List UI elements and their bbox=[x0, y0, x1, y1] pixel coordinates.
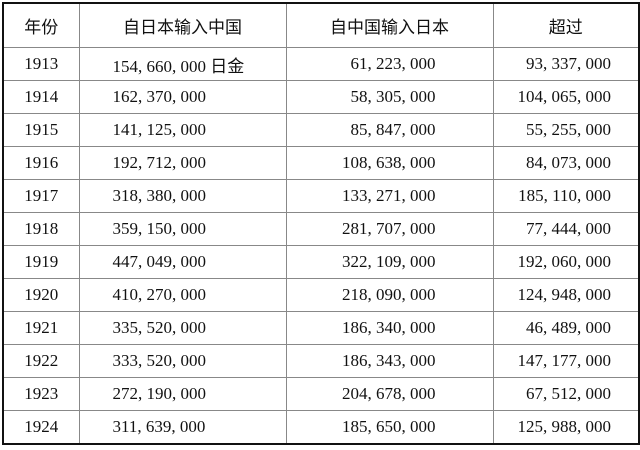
excess-cell: 84, 073, 000 bbox=[492, 146, 640, 180]
year-cell: 1915 bbox=[2, 113, 80, 147]
china-to-japan-cell: 85, 847, 000 bbox=[285, 113, 494, 147]
excess-cell: 192, 060, 000 bbox=[492, 245, 640, 279]
excess-cell: 125, 988, 000 bbox=[492, 410, 640, 445]
china-to-japan-cell: 218, 090, 000 bbox=[285, 278, 494, 312]
japan-to-china-cell: 192, 712, 000 bbox=[78, 146, 287, 180]
japan-to-china-cell: 272, 190, 000 bbox=[78, 377, 287, 411]
japan-to-china-cell: 359, 150, 000 bbox=[78, 212, 287, 246]
china-to-japan-cell: 185, 650, 000 bbox=[285, 410, 494, 445]
excess-cell: 77, 444, 000 bbox=[492, 212, 640, 246]
table-row: 1915 141, 125, 000 85, 847, 000 55, 255, 00… bbox=[2, 113, 640, 147]
japan-to-china-cell: 410, 270, 000 bbox=[78, 278, 287, 312]
china-to-japan-cell: 61, 223, 000 bbox=[285, 47, 494, 81]
excess-cell: 67, 512, 000 bbox=[492, 377, 640, 411]
china-to-japan-cell: 204, 678, 000 bbox=[285, 377, 494, 411]
header-row: 年份 自日本输入中国 自中国输入日本 超过 bbox=[2, 2, 640, 48]
china-to-japan-cell: 322, 109, 000 bbox=[285, 245, 494, 279]
year-cell: 1923 bbox=[2, 377, 80, 411]
table-row: 1923 272, 190, 000 204, 678, 000 67, 512, 0… bbox=[2, 377, 640, 411]
table-row: 1917 318, 380, 000 133, 271, 000 185, 110, … bbox=[2, 179, 640, 213]
header-year: 年份 bbox=[2, 2, 80, 48]
year-cell: 1921 bbox=[2, 311, 80, 345]
table-row: 1919 447, 049, 000 322, 109, 000 192, 060, … bbox=[2, 245, 640, 279]
table-row: 1920 410, 270, 000 218, 090, 000 124, 948, … bbox=[2, 278, 640, 312]
japan-to-china-cell: 311, 639, 000 bbox=[78, 410, 287, 445]
excess-cell: 55, 255, 000 bbox=[492, 113, 640, 147]
table-row: 1922 333, 520, 000 186, 343, 000 147, 177, … bbox=[2, 344, 640, 378]
year-cell: 1913 bbox=[2, 47, 80, 81]
japan-to-china-cell: 154, 660, 000 日金 bbox=[78, 47, 287, 81]
japan-to-china-cell: 447, 049, 000 bbox=[78, 245, 287, 279]
excess-cell: 147, 177, 000 bbox=[492, 344, 640, 378]
year-cell: 1920 bbox=[2, 278, 80, 312]
china-to-japan-cell: 133, 271, 000 bbox=[285, 179, 494, 213]
china-to-japan-cell: 186, 343, 000 bbox=[285, 344, 494, 378]
excess-cell: 104, 065, 000 bbox=[492, 80, 640, 114]
year-cell: 1918 bbox=[2, 212, 80, 246]
japan-to-china-cell: 318, 380, 000 bbox=[78, 179, 287, 213]
japan-to-china-cell: 333, 520, 000 bbox=[78, 344, 287, 378]
header-excess: 超过 bbox=[492, 2, 640, 48]
china-to-japan-cell: 58, 305, 000 bbox=[285, 80, 494, 114]
year-cell: 1919 bbox=[2, 245, 80, 279]
excess-cell: 185, 110, 000 bbox=[492, 179, 640, 213]
japan-to-china-cell: 335, 520, 000 bbox=[78, 311, 287, 345]
year-cell: 1924 bbox=[2, 410, 80, 445]
table-row: 1916 192, 712, 000 108, 638, 000 84, 073, 0… bbox=[2, 146, 640, 180]
year-cell: 1914 bbox=[2, 80, 80, 114]
excess-cell: 46, 489, 000 bbox=[492, 311, 640, 345]
japan-to-china-cell: 141, 125, 000 bbox=[78, 113, 287, 147]
table-row: 1921 335, 520, 000 186, 340, 000 46, 489, 0… bbox=[2, 311, 640, 345]
excess-cell: 93, 337, 000 bbox=[492, 47, 640, 81]
table-row: 1918 359, 150, 000 281, 707, 000 77, 444, 0… bbox=[2, 212, 640, 246]
year-cell: 1922 bbox=[2, 344, 80, 378]
year-cell: 1917 bbox=[2, 179, 80, 213]
japan-to-china-cell: 162, 370, 000 bbox=[78, 80, 287, 114]
table-row: 1914 162, 370, 000 58, 305, 000 104, 065, 0… bbox=[2, 80, 640, 114]
china-to-japan-cell: 281, 707, 000 bbox=[285, 212, 494, 246]
table-row: 1913 154, 660, 000 日金 61, 223, 000 93, 337,… bbox=[2, 47, 640, 81]
table-row: 1924 311, 639, 000 185, 650, 000 125, 988, … bbox=[2, 410, 640, 445]
header-japan-to-china: 自日本输入中国 bbox=[78, 2, 287, 48]
excess-cell: 124, 948, 000 bbox=[492, 278, 640, 312]
header-china-to-japan: 自中国输入日本 bbox=[285, 2, 494, 48]
china-to-japan-cell: 186, 340, 000 bbox=[285, 311, 494, 345]
china-to-japan-cell: 108, 638, 000 bbox=[285, 146, 494, 180]
year-cell: 1916 bbox=[2, 146, 80, 180]
